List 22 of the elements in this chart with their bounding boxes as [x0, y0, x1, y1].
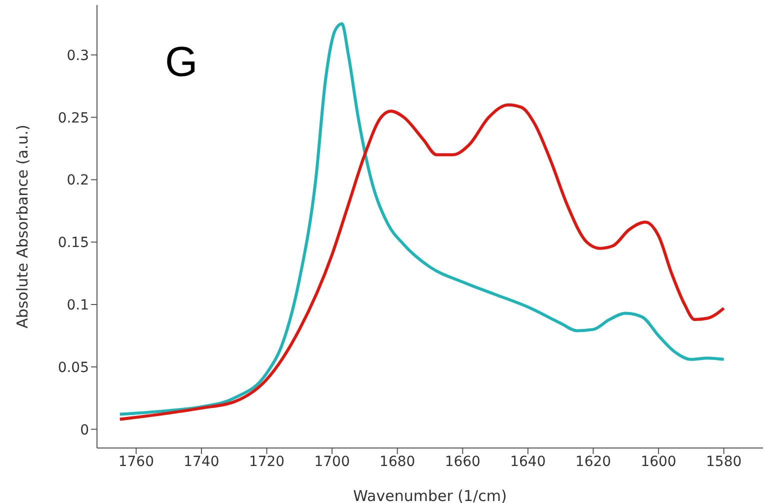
- x-tick-label: 1640: [510, 454, 546, 470]
- x-tick-label: 1620: [575, 454, 612, 470]
- line-series: [118, 103, 726, 421]
- x-tick-label: 1660: [444, 454, 480, 470]
- y-tick-label: 0.15: [58, 235, 89, 252]
- x-tick-label: 1600: [640, 454, 676, 470]
- y-tick-label: 0.1: [66, 297, 89, 314]
- x-tick-label: 1580: [706, 454, 742, 470]
- x-tick-label: 1720: [248, 454, 285, 470]
- x-tick-label: 1680: [380, 454, 416, 470]
- y-tick-label: 0: [80, 422, 89, 438]
- y-axis-title: Absolute Absorbance (a.u.): [13, 124, 32, 328]
- x-tick-label: 1740: [184, 454, 220, 470]
- x-axis-title: Wavenumber (1/cm): [353, 487, 507, 503]
- line-series: [118, 22, 726, 416]
- x-tick-label: 1760: [118, 454, 154, 470]
- y-tick-label: 0.25: [58, 110, 89, 126]
- y-tick-label: 0.05: [58, 360, 89, 376]
- annotation: G: [165, 38, 198, 86]
- y-tick-label: 0.3: [66, 48, 89, 64]
- x-tick-label: 1700: [314, 454, 350, 470]
- y-tick-label: 0.2: [66, 172, 89, 189]
